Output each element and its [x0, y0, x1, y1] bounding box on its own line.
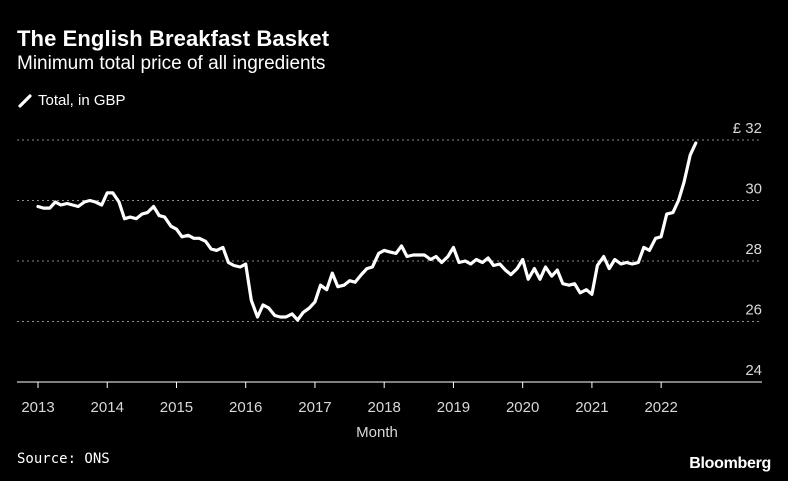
y-tick-label: 26	[745, 302, 762, 319]
y-tick-label: 24	[745, 362, 762, 379]
x-tick-label: 2018	[368, 399, 401, 416]
y-tick-label: £ 32	[733, 120, 762, 137]
chart-title: The English Breakfast Basket	[17, 26, 330, 51]
y-tick-label: 28	[745, 241, 762, 258]
x-tick-label: 2019	[437, 399, 470, 416]
legend-label: Total, in GBP	[38, 92, 126, 109]
brand-logo: Bloomberg	[689, 455, 771, 472]
source-note: Source: ONS	[17, 451, 110, 467]
x-tick-label: 2015	[160, 399, 193, 416]
x-tick-label: 2016	[229, 399, 262, 416]
chart-subtitle: Minimum total price of all ingredients	[17, 53, 326, 74]
legend-swatch-icon	[18, 93, 32, 108]
x-tick-label: 2017	[298, 399, 331, 416]
x-tick-label: 2020	[506, 399, 539, 416]
x-tick-label: 2013	[21, 399, 54, 416]
x-axis-title: Month	[356, 424, 398, 441]
x-tick-label: 2022	[644, 399, 677, 416]
x-tick-label: 2021	[575, 399, 608, 416]
series-line	[36, 141, 698, 322]
y-tick-label: 30	[745, 181, 762, 198]
x-tick-label: 2014	[91, 399, 124, 416]
legend: Total, in GBP	[17, 92, 126, 109]
